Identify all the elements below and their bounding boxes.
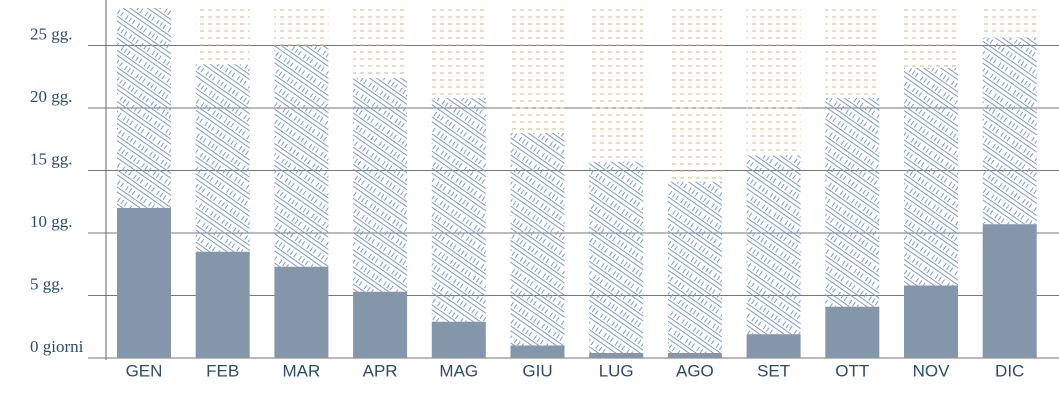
- bar-segment: [274, 266, 329, 358]
- bar-segment: [904, 68, 958, 286]
- bar-segment: [825, 98, 880, 307]
- bar-segment: [353, 291, 408, 358]
- bar-segment: [825, 306, 880, 358]
- y-tick-label: 20 gg.: [30, 87, 73, 106]
- bar-segment: [982, 38, 1037, 225]
- bar-segment: [982, 8, 1037, 38]
- x-tick-label: MAG: [439, 361, 478, 380]
- bar-segment: [746, 155, 801, 335]
- bar-segment: [589, 161, 644, 353]
- bar-segment: [667, 353, 722, 358]
- bar-segment: [274, 45, 329, 267]
- bar-segment: [431, 98, 486, 322]
- bar-segment: [510, 8, 565, 133]
- bar-segment: [117, 208, 171, 358]
- x-tick-label: LUG: [599, 361, 634, 380]
- bar-segment: [274, 8, 329, 46]
- y-tick-label: 25 gg.: [30, 24, 73, 43]
- x-tick-label: GEN: [126, 361, 163, 380]
- bar-segment: [982, 224, 1037, 358]
- x-tick-label: OTT: [835, 361, 869, 380]
- bar-segment: [431, 8, 486, 98]
- bar-segment: [510, 133, 565, 346]
- bar-segment: [746, 8, 801, 156]
- x-tick-label: NOV: [913, 361, 951, 380]
- x-tick-label: GIU: [522, 361, 552, 380]
- bar-segment: [904, 8, 958, 68]
- x-tick-label: FEB: [206, 361, 239, 380]
- y-tick-label: 0 giorni: [30, 337, 84, 356]
- bar-segment: [353, 78, 408, 292]
- y-tick-label: 15 gg.: [30, 149, 73, 168]
- bar-segment: [746, 334, 801, 358]
- bar-segment: [195, 64, 250, 252]
- x-tick-label: APR: [363, 361, 398, 380]
- bar-segment: [195, 251, 250, 358]
- x-tick-label: SET: [757, 361, 790, 380]
- y-tick-label: 10 gg.: [30, 212, 73, 231]
- bar-segment: [904, 285, 958, 358]
- bar-segment: [353, 8, 408, 78]
- x-tick-label: DIC: [995, 361, 1024, 380]
- bar-segment: [667, 8, 722, 182]
- x-tick-label: MAR: [283, 361, 321, 380]
- y-tick-label: 5 gg.: [30, 274, 64, 293]
- bar-segment: [195, 8, 250, 65]
- bar-segment: [825, 8, 880, 98]
- bar-segment: [667, 181, 722, 353]
- bar-segment: [589, 8, 644, 162]
- x-tick-label: AGO: [676, 361, 714, 380]
- bar-segment: [117, 8, 171, 208]
- bar-segment: [589, 353, 644, 358]
- bar-segment: [510, 345, 565, 358]
- bar-segment: [431, 321, 486, 358]
